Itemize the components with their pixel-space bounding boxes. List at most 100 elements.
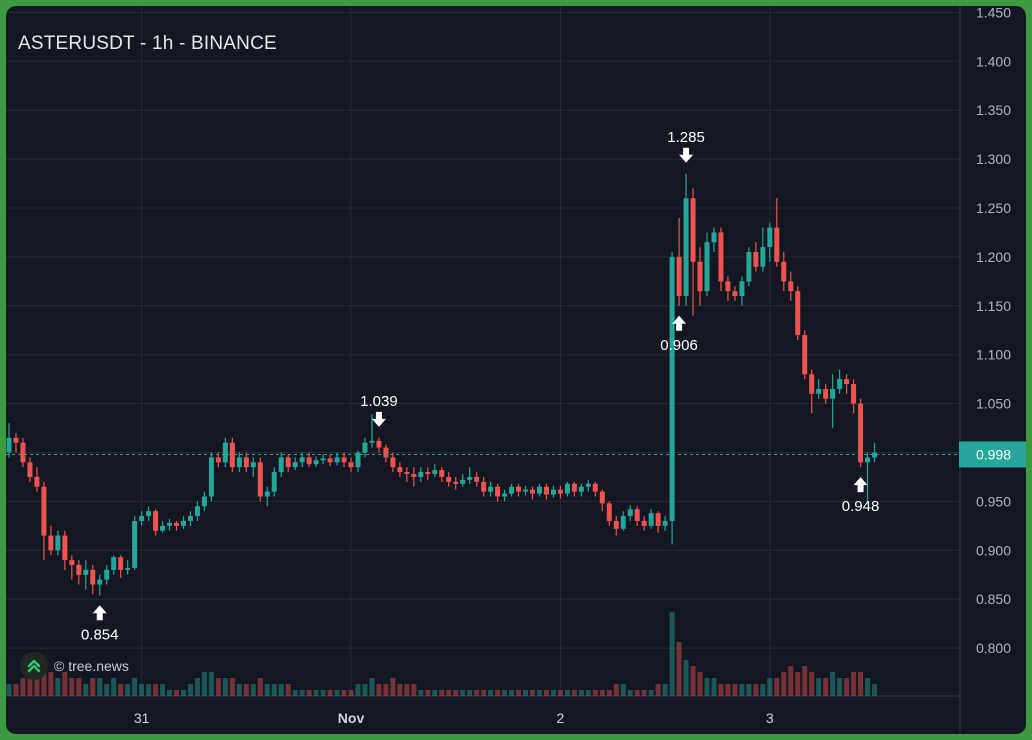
candle-body[interactable]: [181, 520, 186, 526]
candle-body[interactable]: [341, 457, 347, 463]
candle-body[interactable]: [41, 486, 47, 536]
candle-body[interactable]: [488, 486, 494, 492]
candle-body[interactable]: [250, 462, 256, 468]
candle-body[interactable]: [641, 520, 647, 526]
candle-body[interactable]: [229, 442, 235, 468]
candle-body[interactable]: [711, 232, 717, 243]
candle-body[interactable]: [390, 457, 396, 468]
candle-body[interactable]: [858, 403, 864, 463]
candle-body[interactable]: [327, 458, 333, 463]
candle-body[interactable]: [278, 457, 284, 473]
candle-body[interactable]: [118, 557, 124, 570]
candle-body[interactable]: [439, 470, 445, 477]
candle-body[interactable]: [146, 511, 152, 517]
candle-body[interactable]: [648, 513, 654, 526]
candle-body[interactable]: [816, 388, 822, 394]
candlestick-chart[interactable]: 1.450 1.400 1.350 1.300 1.250 1.200 1.150 1.100…: [6, 6, 1026, 734]
candle-body[interactable]: [48, 535, 54, 551]
candle-body[interactable]: [90, 569, 96, 585]
candle-body[interactable]: [306, 457, 312, 465]
candle-body[interactable]: [655, 513, 661, 526]
candle-body[interactable]: [355, 452, 361, 468]
candle-body[interactable]: [516, 486, 522, 492]
candle-body[interactable]: [627, 509, 633, 517]
candle-body[interactable]: [453, 481, 459, 484]
candle-body[interactable]: [376, 440, 382, 448]
candle-body[interactable]: [753, 252, 759, 267]
candle-body[interactable]: [418, 472, 424, 477]
candle-body[interactable]: [795, 291, 801, 336]
candle-body[interactable]: [13, 437, 19, 443]
candle-body[interactable]: [313, 460, 319, 465]
candle-body[interactable]: [425, 472, 431, 475]
candle-body[interactable]: [669, 256, 675, 521]
candle-body[interactable]: [446, 476, 452, 482]
candle-body[interactable]: [592, 483, 598, 492]
candle-body[interactable]: [802, 335, 808, 375]
candle-body[interactable]: [6, 437, 12, 453]
candle-body[interactable]: [746, 252, 752, 282]
candle-body[interactable]: [194, 506, 200, 517]
candle-body[interactable]: [320, 458, 326, 461]
candle-body[interactable]: [62, 535, 68, 561]
candle-body[interactable]: [467, 476, 473, 480]
candle-body[interactable]: [599, 491, 605, 504]
candle-body[interactable]: [536, 486, 542, 494]
candle-body[interactable]: [83, 569, 89, 575]
candle-body[interactable]: [481, 481, 487, 492]
candle-body[interactable]: [55, 535, 61, 551]
candle-body[interactable]: [257, 462, 263, 497]
candle-body[interactable]: [125, 567, 131, 570]
candle-body[interactable]: [397, 467, 403, 473]
candle-body[interactable]: [222, 442, 228, 463]
candle-body[interactable]: [774, 227, 780, 262]
candle-body[interactable]: [523, 489, 529, 492]
candle-body[interactable]: [718, 232, 724, 282]
candle-body[interactable]: [613, 520, 619, 529]
candle-body[interactable]: [865, 457, 871, 463]
candle-body[interactable]: [369, 440, 375, 443]
candle-body[interactable]: [704, 242, 710, 292]
candle-body[interactable]: [571, 483, 577, 492]
candle-body[interactable]: [69, 560, 75, 565]
candle-body[interactable]: [404, 472, 410, 475]
candle-body[interactable]: [299, 457, 305, 463]
candle-body[interactable]: [844, 379, 850, 385]
candle-body[interactable]: [153, 511, 159, 531]
candle-body[interactable]: [690, 198, 696, 262]
candle-body[interactable]: [264, 491, 270, 497]
candle-body[interactable]: [837, 379, 843, 389]
candle-body[interactable]: [243, 457, 249, 468]
candle-body[interactable]: [732, 291, 738, 297]
candle-body[interactable]: [788, 281, 794, 292]
candle-body[interactable]: [111, 557, 117, 570]
candle-body[interactable]: [725, 281, 731, 292]
candle-body[interactable]: [557, 489, 563, 494]
candle-body[interactable]: [97, 579, 103, 585]
candle-body[interactable]: [348, 462, 354, 468]
candle-body[interactable]: [285, 457, 291, 468]
candle-body[interactable]: [606, 503, 612, 521]
candle-body[interactable]: [851, 384, 857, 404]
candle-body[interactable]: [760, 247, 766, 267]
candle-body[interactable]: [362, 442, 368, 453]
candle-body[interactable]: [432, 470, 438, 475]
candle-body[interactable]: [187, 516, 193, 521]
candle-body[interactable]: [634, 509, 640, 521]
candle-body[interactable]: [564, 483, 570, 494]
candle-body[interactable]: [76, 564, 82, 575]
candle-body[interactable]: [174, 522, 180, 526]
candle-body[interactable]: [676, 256, 682, 297]
candle-body[interactable]: [550, 489, 556, 495]
candle-body[interactable]: [509, 486, 515, 494]
candle-body[interactable]: [215, 457, 221, 463]
candle-body[interactable]: [271, 472, 277, 492]
candle-body[interactable]: [578, 486, 584, 492]
candle-body[interactable]: [530, 489, 535, 494]
candle-body[interactable]: [292, 462, 298, 468]
candle-body[interactable]: [139, 516, 145, 521]
candle-body[interactable]: [823, 388, 829, 399]
candle-body[interactable]: [132, 520, 138, 568]
candle-body[interactable]: [167, 522, 173, 526]
candle-body[interactable]: [809, 374, 815, 394]
